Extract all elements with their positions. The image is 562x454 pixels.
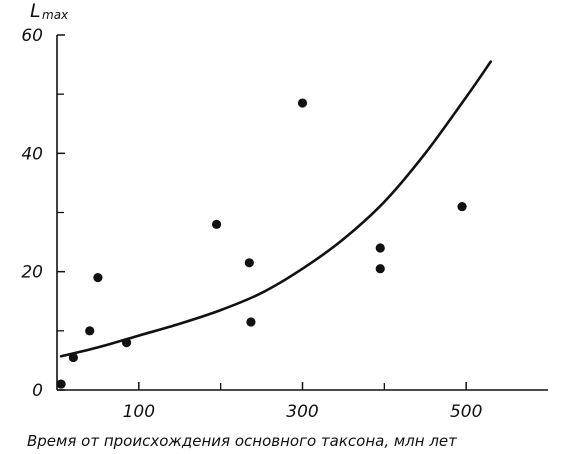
x-tick-label: 300 (286, 402, 318, 422)
ticks: 0 20 40 60 100 300 500 (21, 26, 482, 422)
data-point (68, 352, 78, 363)
data-point (375, 243, 385, 253)
data-point (85, 326, 95, 336)
x-axis-label: Время от происхождения основного таксона… (27, 432, 458, 450)
data-point (56, 379, 66, 389)
data-point (93, 272, 103, 283)
data-points (56, 98, 467, 389)
y-tick-label: 0 (32, 381, 43, 401)
x-tick-label: 100 (123, 402, 155, 422)
x-tick-label: 500 (450, 402, 482, 422)
data-point (246, 317, 256, 327)
data-point (297, 98, 308, 108)
data-point (457, 201, 467, 212)
data-point (121, 338, 132, 348)
data-point (211, 219, 222, 229)
data-point (375, 264, 385, 274)
y-tick-label: 40 (21, 144, 43, 164)
y-axis-label-subscript: max (42, 8, 69, 22)
trend-curve (59, 60, 493, 358)
y-tick-label: 60 (21, 26, 43, 46)
data-point (244, 258, 254, 268)
y-axis-label: L (30, 0, 41, 22)
y-tick-label: 20 (21, 263, 43, 283)
